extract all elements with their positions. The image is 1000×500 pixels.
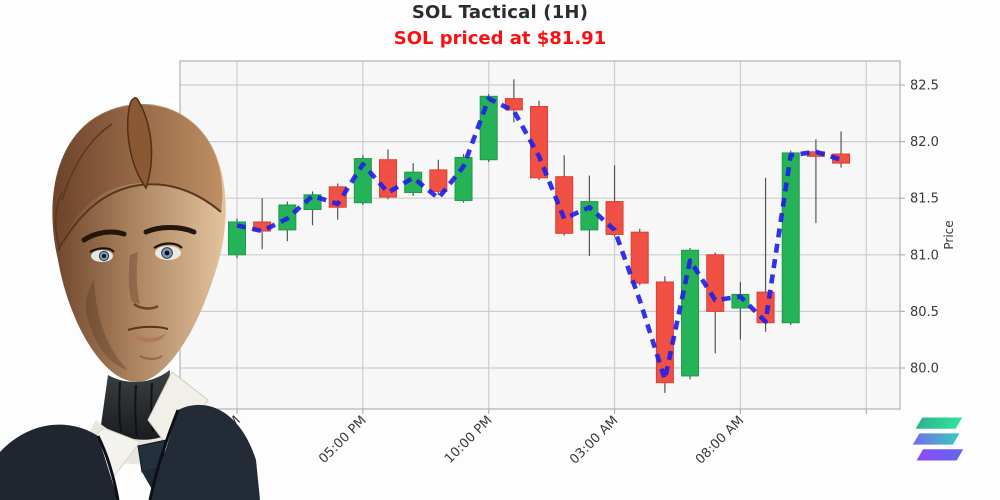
candle-down [555,176,574,234]
candle-down [429,169,448,192]
lips [127,325,169,331]
candle-down [630,231,649,284]
right-eyebrow [143,225,197,235]
ma-line [236,96,842,382]
robot-suit [0,371,260,500]
y-tick-label: 81.0 [910,248,939,263]
left-eye [89,247,115,262]
x-tick-label: 10:00 PM [442,413,495,466]
candle-up [228,221,246,256]
y-tick-label: 80.5 [910,305,939,320]
y-tick-label: 80.0 [910,362,939,377]
price-axis: 80.0 80.5 81.0 81.5 82.0 82.5 Price [900,79,956,377]
right-eye [153,242,183,260]
x-tick-label: 08:00 AM [693,413,747,467]
chart-title: SOL Tactical (1H) [411,2,589,23]
y-tick-label: 81.5 [910,192,939,207]
candle-down [655,281,674,384]
y-axis-title: Price [942,220,956,249]
x-tick-label: 03:00 AM [567,413,621,467]
solana-logo-icon [912,417,964,461]
price-subtitle: SOL priced at $81.91 [393,28,607,49]
moving-average-path [236,96,842,382]
nose [128,252,140,304]
robot-head [52,97,226,383]
y-tick-label: 82.0 [910,135,939,150]
forehead-panel [127,97,153,190]
candle-up [781,152,800,324]
robot-avatar [0,97,260,500]
y-tick-label: 82.5 [910,79,939,94]
candle-up [479,95,498,161]
candle-down [706,254,725,312]
left-eyebrow [81,229,127,243]
x-tick-label: 05:00 PM [316,413,369,466]
